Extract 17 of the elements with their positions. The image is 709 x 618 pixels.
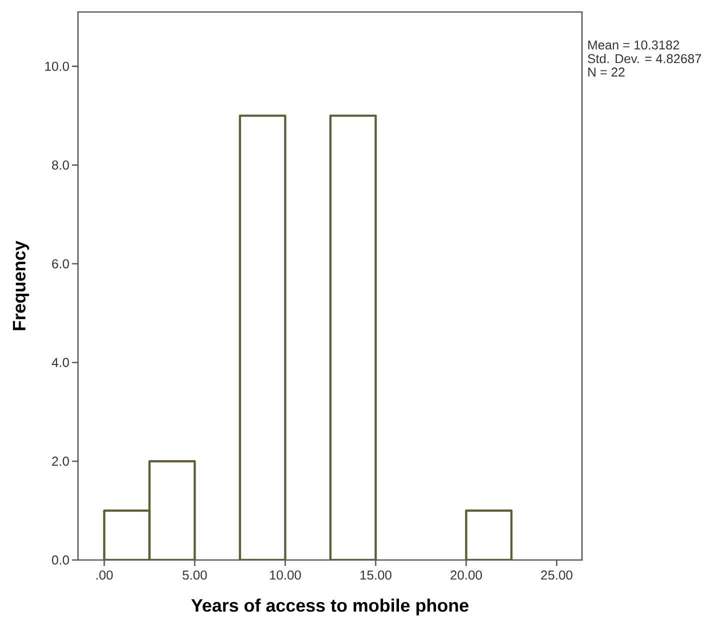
y-tick-label: 10.0 [45, 62, 69, 71]
x-tick-label: 15.00 [360, 570, 392, 580]
y-tick-label: 0.0 [52, 555, 69, 565]
y-axis-title: Frequency [13, 240, 30, 330]
x-tick-label: 5.00 [182, 570, 207, 580]
y-tick-label: 8.0 [52, 160, 69, 170]
text: N = 22 [588, 68, 624, 76]
text: Mean = 10.3182 [588, 40, 680, 50]
y-tick-label: 2.0 [52, 456, 69, 466]
x-tick-label: .00 [96, 570, 113, 580]
x-tick-label: 20.00 [450, 570, 482, 580]
y-tick-label: 4.0 [52, 358, 69, 368]
x-tick-label: 10.00 [270, 570, 301, 580]
x-axis-title: Years of access to mobile phone [191, 598, 468, 616]
y-tick-label: 6.0 [52, 259, 69, 268]
text: Std. Dev. = 4.82687 [588, 54, 702, 64]
x-tick-label: 25.00 [541, 570, 572, 580]
